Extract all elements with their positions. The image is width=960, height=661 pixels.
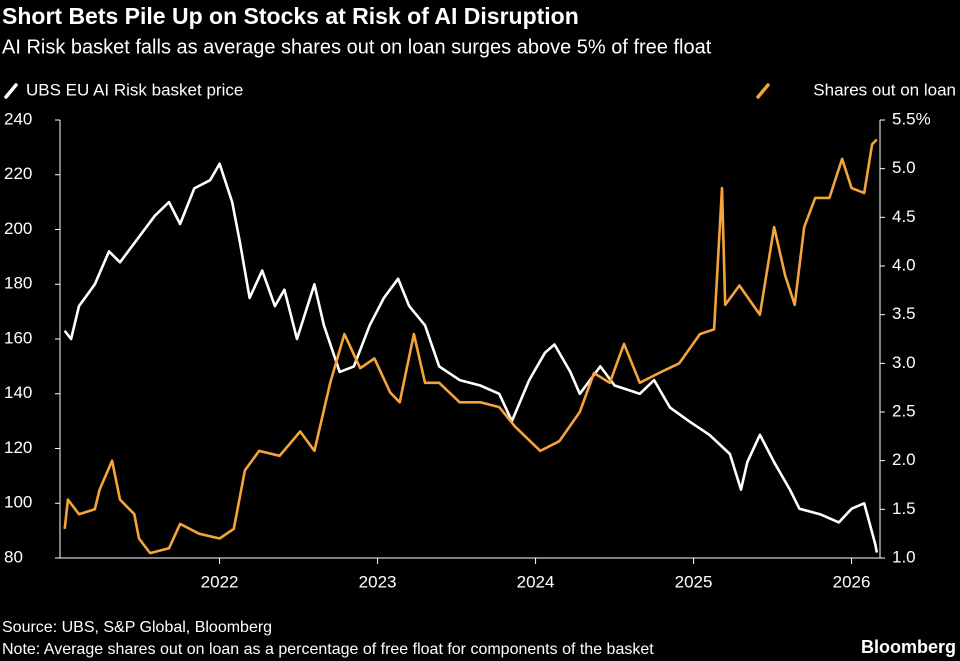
legend-swatch <box>4 83 18 99</box>
y-tick-label: 160 <box>4 328 32 347</box>
brand: Bloomberg <box>861 637 956 657</box>
y-tick-label: 100 <box>4 493 32 512</box>
chart-title: Short Bets Pile Up on Stocks at Risk of … <box>2 3 579 29</box>
legend-label: Shares out on loan <box>813 80 956 99</box>
x-tick-label: 2025 <box>675 572 713 591</box>
y2-tick-label: 5.0 <box>892 158 916 177</box>
y2-tick-label: 1.5 <box>892 499 916 518</box>
chart-subtitle: AI Risk basket falls as average shares o… <box>2 36 712 58</box>
y-tick-label: 80 <box>4 547 23 566</box>
y-tick-label: 120 <box>4 438 32 457</box>
y2-tick-label: 2.5 <box>892 401 916 420</box>
y2-tick-label: 5.5% <box>892 109 931 128</box>
y2-tick-label: 4.5 <box>892 207 916 226</box>
x-tick-label: 2023 <box>359 572 397 591</box>
y-tick-label: 220 <box>4 164 32 183</box>
series-line <box>63 162 879 553</box>
x-tick-label: 2024 <box>517 572 555 591</box>
x-tick-label: 2022 <box>201 572 239 591</box>
y-tick-label: 180 <box>4 274 32 293</box>
series-line <box>63 138 878 555</box>
note: Note: Average shares out on loan as a pe… <box>2 641 654 658</box>
y2-tick-label: 2.0 <box>892 450 916 469</box>
x-tick-label: 2026 <box>833 572 871 591</box>
legend-label: UBS EU AI Risk basket price <box>26 80 243 99</box>
legend-swatch <box>756 83 770 99</box>
y-tick-label: 240 <box>4 109 32 128</box>
y-tick-label: 140 <box>4 383 32 402</box>
y2-tick-label: 1.0 <box>892 547 916 566</box>
y2-tick-label: 4.0 <box>892 255 916 274</box>
y2-tick-label: 3.5 <box>892 304 916 323</box>
y2-tick-label: 3.0 <box>892 353 916 372</box>
y-tick-label: 200 <box>4 219 32 238</box>
source: Source: UBS, S&P Global, Bloomberg <box>2 619 272 636</box>
